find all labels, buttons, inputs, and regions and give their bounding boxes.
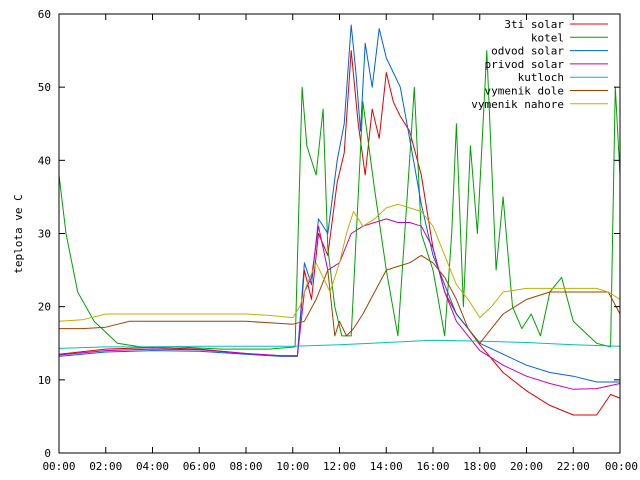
x-tick-label: 22:00 (557, 460, 590, 473)
x-tick-label: 06:00 (183, 460, 216, 473)
x-tick-label: 16:00 (416, 460, 449, 473)
legend-label: 3ti solar (504, 18, 564, 31)
legend-label: privod solar (485, 58, 565, 71)
legend-label: vymenik nahore (471, 98, 564, 111)
y-tick-label: 50 (38, 81, 51, 94)
ticks-layer: 0 10 20 30 40 50 60 00:00 02:00 04:00 06:00 08:00 10… (38, 8, 638, 473)
y-tick-label: 0 (44, 447, 51, 460)
x-tick-label: 04:00 (136, 460, 169, 473)
series-line-kotel (58, 50, 621, 350)
x-tick-label: 08:00 (229, 460, 262, 473)
series-line-odvod-solar (58, 24, 620, 383)
series-layer (58, 24, 621, 416)
x-tick-label: 02:00 (89, 460, 122, 473)
series-line-kutloch (58, 339, 621, 349)
x-tick-label: 20:00 (510, 460, 543, 473)
legend-label: odvod solar (491, 45, 564, 58)
y-tick-label: 10 (38, 374, 51, 387)
series-line-privod-solar (58, 218, 621, 390)
x-tick-label: 00:00 (605, 460, 638, 473)
y-tick-label: 30 (38, 228, 51, 241)
x-tick-label: 14:00 (370, 460, 403, 473)
legend-label: kutloch (518, 71, 564, 84)
x-tick-label: 10:00 (276, 460, 309, 473)
legend-label: vymenik dole (485, 85, 564, 98)
y-tick-label: 20 (38, 301, 51, 314)
y-axis-title: teplota ve C (12, 194, 25, 273)
series-line-vymenik-dole (59, 254, 621, 344)
y-tick-label: 40 (38, 154, 51, 167)
legend-label: kotel (531, 31, 564, 44)
x-tick-label: 00:00 (42, 460, 75, 473)
x-tick-label: 12:00 (323, 460, 356, 473)
x-tick-label: 18:00 (463, 460, 496, 473)
series-line-vymenik-nahore (58, 203, 621, 322)
y-tick-label: 60 (38, 8, 51, 21)
